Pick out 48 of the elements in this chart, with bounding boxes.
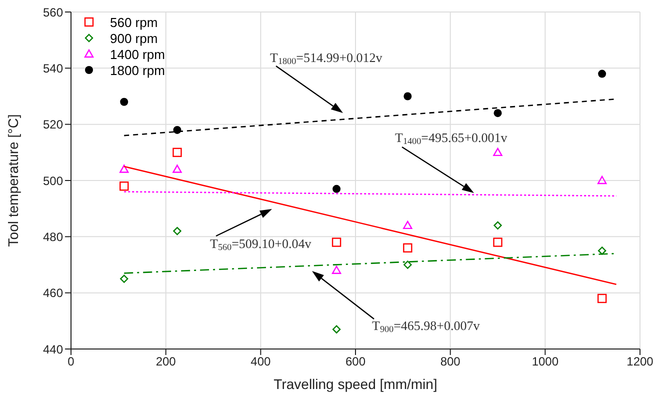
point (493, 148, 502, 156)
point (494, 221, 502, 230)
point (172, 148, 182, 158)
annotation: T$_{900}$=465.98+0.007v (372, 318, 480, 334)
point (598, 246, 606, 255)
x-tick-label: 400 (250, 354, 271, 369)
x-tick-label: 600 (345, 354, 366, 369)
point (403, 220, 412, 230)
annotation: T$_{1800}$=514.99+0.012v (270, 50, 383, 66)
point (120, 164, 129, 173)
y-tick-label: 500 (42, 174, 64, 188)
y-tick-label: 520 (42, 118, 64, 132)
point (404, 260, 412, 269)
point (120, 98, 128, 106)
x-tick-label: 0 (68, 354, 75, 369)
point (403, 243, 412, 252)
point (120, 274, 128, 283)
point (597, 294, 607, 304)
point (493, 238, 502, 247)
y-tick-label: 460 (42, 286, 64, 300)
point (173, 226, 182, 236)
legend-label: 560 rpm (110, 14, 158, 30)
point (173, 126, 182, 134)
point (120, 182, 129, 191)
legend-label: 1800 rpm (110, 62, 165, 78)
annotation: T$_{560}$=509.10+0.04v (210, 236, 312, 252)
y-tick-label: 540 (42, 61, 64, 76)
y-axis-title: Tool temperature [°C] (4, 114, 21, 247)
point (332, 325, 341, 334)
x-axis-title: Travelling speed [mm/min] (274, 376, 438, 392)
x-tick-label: 200 (156, 354, 176, 369)
point (332, 184, 341, 193)
point (597, 176, 607, 184)
point (404, 92, 412, 100)
legend-label: 900 rpm (110, 30, 158, 46)
x-tick-label: 1000 (532, 354, 559, 369)
y-tick-label: 480 (42, 230, 64, 244)
annotation: T$_{1400}$=495.65+0.001v (395, 130, 508, 146)
y-tick-label: 560 (42, 5, 64, 20)
x-tick-label: 1200 (626, 354, 654, 369)
point (332, 238, 342, 247)
point (494, 109, 502, 118)
y-tick-label: 440 (42, 342, 64, 356)
point (172, 164, 182, 173)
legend-label: 1400 rpm (110, 46, 165, 62)
point (598, 70, 606, 78)
x-tick-label: 800 (440, 354, 461, 369)
point (332, 266, 342, 274)
